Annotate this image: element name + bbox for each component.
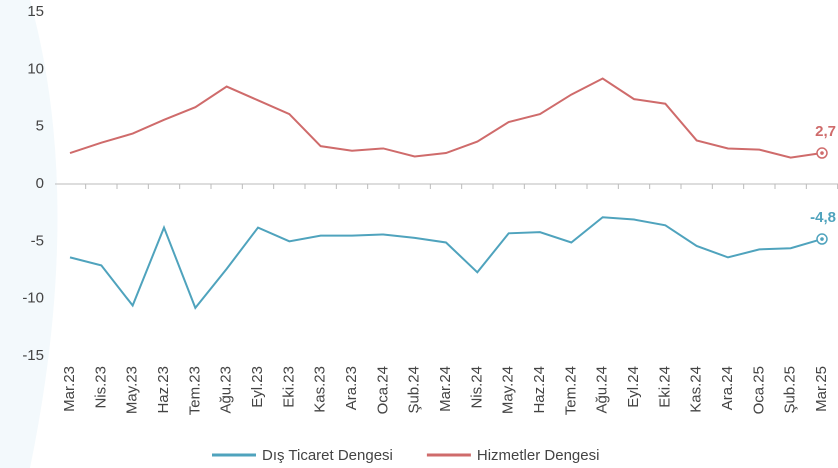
x-tick-label: May.23 bbox=[124, 366, 141, 414]
x-tick-label: Ara.23 bbox=[343, 366, 360, 410]
end-marker-dot bbox=[820, 237, 824, 241]
x-tick-label: Eyl.24 bbox=[625, 366, 642, 408]
y-tick-label: -10 bbox=[22, 290, 44, 307]
series-line bbox=[69, 216, 823, 310]
x-tick-label: Haz.24 bbox=[531, 366, 548, 414]
x-tick-label: Kas.23 bbox=[312, 366, 329, 413]
x-tick-label: Mar.24 bbox=[437, 366, 454, 412]
x-tick-label: Nis.23 bbox=[92, 366, 109, 409]
end-marker-dot bbox=[820, 151, 824, 155]
x-tick-label: Oca.24 bbox=[374, 366, 391, 414]
x-tick-label: Nis.24 bbox=[468, 366, 485, 409]
x-tick-label: Mar.23 bbox=[61, 366, 78, 412]
x-tick-label: Tem.23 bbox=[186, 366, 203, 415]
y-tick-label: -5 bbox=[31, 232, 44, 249]
y-tick-label: 5 bbox=[36, 118, 44, 135]
x-tick-label: Şub.24 bbox=[406, 366, 423, 414]
x-tick-label: Tem.24 bbox=[562, 366, 579, 415]
y-tick-label: 10 bbox=[27, 60, 44, 77]
x-tick-label: Eyl.23 bbox=[249, 366, 266, 408]
x-tick-label: Şub.25 bbox=[782, 366, 799, 414]
x-tick-label: Ağu.23 bbox=[218, 366, 235, 414]
x-tick-label: Ara.24 bbox=[719, 366, 736, 410]
x-tick-label: Eki.23 bbox=[280, 366, 297, 408]
background-shape bbox=[0, 0, 58, 468]
y-tick-label: -15 bbox=[22, 347, 44, 364]
legend-label: Hizmetler Dengesi bbox=[477, 447, 600, 464]
y-tick-label: 15 bbox=[27, 3, 44, 20]
x-tick-label: Mar.25 bbox=[813, 366, 830, 412]
data-label: 2,7 bbox=[815, 123, 836, 140]
x-tick-label: Oca.25 bbox=[750, 366, 767, 414]
x-tick-label: May.24 bbox=[500, 366, 517, 414]
data-label: -4,8 bbox=[810, 209, 836, 226]
legend-label: Dış Ticaret Dengesi bbox=[262, 447, 393, 464]
series-line bbox=[69, 77, 823, 159]
x-tick-label: Kas.24 bbox=[688, 366, 705, 413]
y-tick-label: 0 bbox=[36, 175, 44, 192]
x-tick-label: Haz.23 bbox=[155, 366, 172, 414]
x-tick-label: Eki.24 bbox=[656, 366, 673, 408]
x-tick-label: Ağu.24 bbox=[594, 366, 611, 414]
